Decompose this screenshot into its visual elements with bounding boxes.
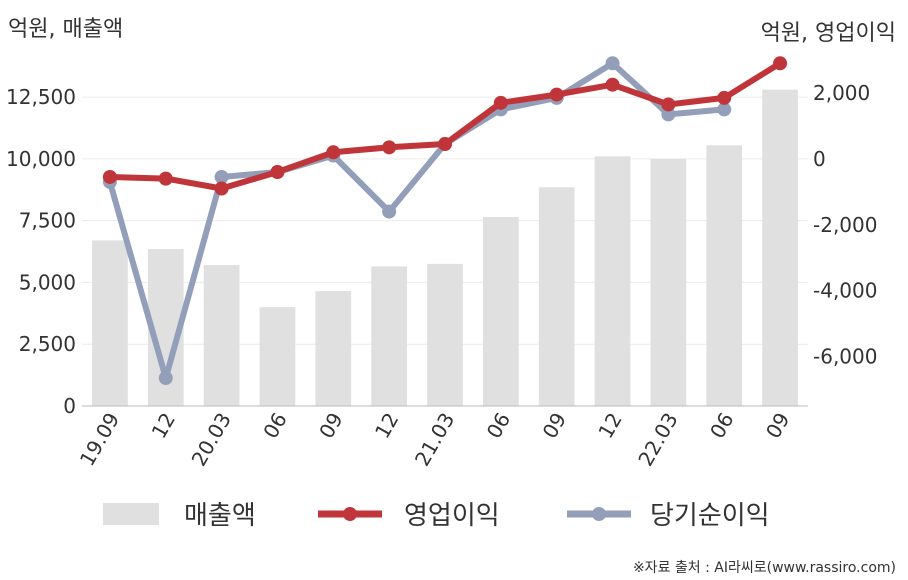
data-point-net-income [214,169,229,184]
data-point-operating-profit [158,171,173,186]
data-point-operating-profit [270,165,285,180]
left-tick-label: 12,500 [6,85,76,109]
data-point-operating-profit [717,90,732,105]
data-point-operating-profit [438,137,452,152]
bar [538,187,575,406]
right-tick-label: -2,000 [813,213,877,237]
data-point-operating-profit [326,145,341,160]
bar [315,291,352,406]
bar [706,145,743,406]
bar [650,158,687,406]
legend-label-revenue: 매출액 [184,501,256,531]
data-point-operating-profit [382,140,397,155]
bar [427,263,463,406]
data-point-net-income [158,370,173,385]
left-tick-label: 7,500 [19,209,76,233]
left-tick-label: 10,000 [6,147,76,171]
data-point-operating-profit [493,95,508,110]
data-point-net-income [661,107,676,122]
right-tick-label: -6,000 [813,345,877,369]
x-tick-label: 20.03 [187,409,236,471]
x-ticks: 19.09 12 20.03 06 09 12 21.03 06 09 12 22.03 06 09 [75,409,795,471]
bar [482,216,519,406]
source-note: ※자료 출처 : AI라씨로(www.rassiro.com) [633,560,896,576]
x-tick-label: 12 [593,409,627,443]
right-axis-label: 억원, 영업이익 [761,21,896,46]
bar [594,156,631,406]
bar [92,240,128,406]
left-tick-label: 2,500 [19,332,76,356]
left-axis-label: 억원, 매출액 [8,17,123,42]
x-tick-label: 09 [314,409,348,443]
series-line-net-income [106,60,728,381]
bar [371,266,408,406]
bar [259,307,296,406]
data-point-operating-profit [102,169,117,184]
grid-lines [82,96,808,345]
x-tick-label: 12 [370,409,404,443]
right-tick-label: 2,000 [813,81,870,105]
legend-label-operating-profit: 영업이익 [404,501,500,531]
data-point-net-income [382,204,397,219]
line-series [102,56,788,385]
left-tick-label: 5,000 [19,270,76,294]
data-point-net-income [605,56,620,71]
left-tick-label: 0 [63,394,76,418]
right-tick-label: -4,000 [813,279,877,303]
x-tick-label: 06 [258,409,292,443]
x-tick-label: 06 [705,409,739,443]
data-point-net-income [717,102,732,117]
x-tick-label: 09 [761,409,795,443]
x-tick-label: 12 [147,409,181,443]
x-tick-label: 21.03 [410,409,459,471]
data-point-operating-profit [549,87,564,102]
legend: 매출액 영업이익 당기순이익 [103,501,770,531]
data-point-operating-profit [773,56,788,71]
x-tick-label: 22.03 [633,409,682,471]
data-point-operating-profit [214,181,229,196]
x-tick-label: 19.09 [75,409,124,471]
right-ticks: -6,000 -4,000 -2,000 0 2,000 [813,81,877,369]
legend-marker-operating-profit [343,507,357,521]
legend-label-net-income: 당기순이익 [650,501,770,531]
data-point-operating-profit [661,97,676,112]
data-point-operating-profit [605,77,620,92]
legend-marker-net-income [592,507,606,521]
bar [762,89,798,407]
x-tick-label: 06 [482,409,516,443]
bars [92,89,798,407]
left-ticks: 0 2,500 5,000 7,500 10,000 12,500 [6,85,76,418]
x-tick-label: 09 [538,409,572,443]
right-tick-label: 0 [813,147,826,171]
bar [203,265,240,406]
legend-swatch-revenue [103,503,159,525]
